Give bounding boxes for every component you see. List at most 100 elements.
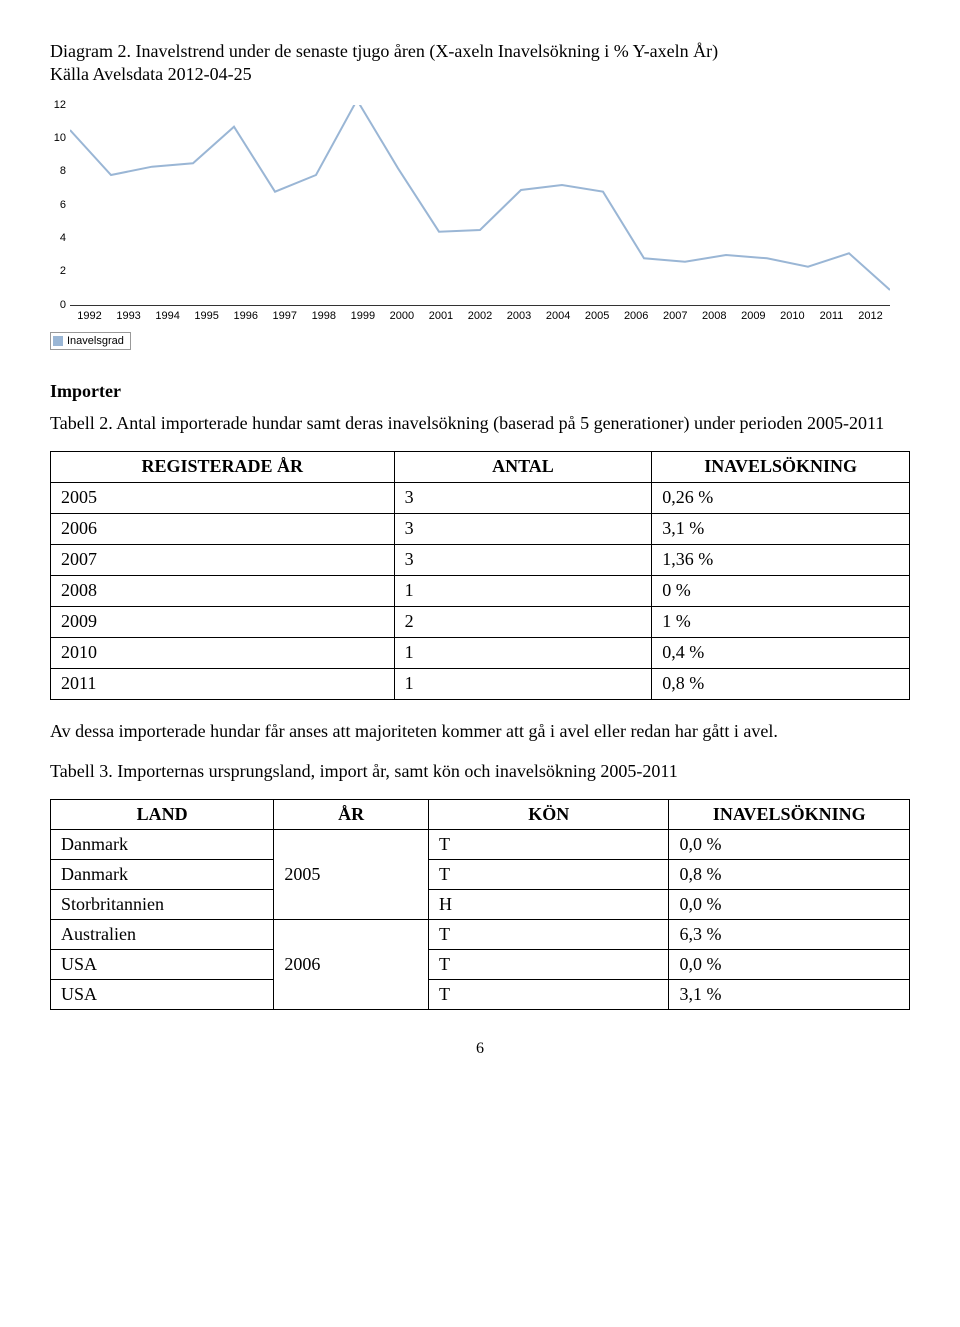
x-tick-label: 2012 (851, 310, 890, 322)
x-tick-label: 1999 (343, 310, 382, 322)
table-cell: T (428, 979, 669, 1009)
legend-swatch (53, 336, 63, 346)
x-tick-label: 1996 (226, 310, 265, 322)
table-cell: 0,4 % (652, 638, 910, 669)
table-cell: 0,0 % (669, 949, 910, 979)
para-after-t2: Av dessa importerade hundar får anses at… (50, 720, 910, 743)
table-cell: 2010 (51, 638, 395, 669)
x-tick-label: 2009 (734, 310, 773, 322)
table-cell: 2006 (51, 514, 395, 545)
table-cell: USA (51, 949, 274, 979)
table-cell: 2007 (51, 545, 395, 576)
table-cell: 2 (394, 607, 652, 638)
importer-heading: Importer (50, 381, 910, 402)
y-tick-label: 4 (60, 232, 66, 244)
x-tick-label: 1992 (70, 310, 109, 322)
table-cell: 2008 (51, 576, 395, 607)
table-row: 201010,4 % (51, 638, 910, 669)
x-tick-label: 1993 (109, 310, 148, 322)
table-cell: 0,0 % (669, 889, 910, 919)
table-row: Storbritannien H0,0 % (51, 889, 910, 919)
th-kon: KÖN (428, 799, 669, 829)
page-number: 6 (50, 1040, 910, 1058)
x-tick-label: 2011 (812, 310, 851, 322)
table-cell: 2005 (51, 483, 395, 514)
tabell3-caption: Tabell 3. Importernas ursprungsland, imp… (50, 760, 910, 783)
table-cell: 0,26 % (652, 483, 910, 514)
x-tick-label: 2002 (460, 310, 499, 322)
table-cell: 3 (394, 545, 652, 576)
table-cell: USA (51, 979, 274, 1009)
y-tick-label: 0 (60, 299, 66, 311)
chart-legend: Inavelsgrad (50, 332, 131, 350)
x-tick-label: 2005 (578, 310, 617, 322)
diagram2-caption-line1: Diagram 2. Inavelstrend under de senaste… (50, 41, 718, 61)
x-tick-label: 2000 (382, 310, 421, 322)
th-inavelsokning: INAVELSÖKNING (652, 452, 910, 483)
table-row: 200810 % (51, 576, 910, 607)
x-tick-label: 2001 (421, 310, 460, 322)
table-cell: 6,3 % (669, 919, 910, 949)
table-row: Danmark T0,8 % (51, 859, 910, 889)
table-row: 201110,8 % (51, 669, 910, 700)
x-tick-label: 2006 (617, 310, 656, 322)
th-land: LAND (51, 799, 274, 829)
table-row: 200633,1 % (51, 514, 910, 545)
table-cell: H (428, 889, 669, 919)
x-tick-label: 2010 (773, 310, 812, 322)
table-row: 200921 % (51, 607, 910, 638)
table-cell: 1,36 % (652, 545, 910, 576)
table-cell: Storbritannien (51, 889, 274, 919)
diagram2-caption-line2: Källa Avelsdata 2012-04-25 (50, 64, 252, 84)
th-antal: ANTAL (394, 452, 652, 483)
th-registerade-ar: REGISTERADE ÅR (51, 452, 395, 483)
table-cell: T (428, 919, 669, 949)
table-header-row: LAND ÅR KÖN INAVELSÖKNING (51, 799, 910, 829)
legend-label: Inavelsgrad (67, 335, 124, 347)
tabell2: REGISTERADE ÅR ANTAL INAVELSÖKNING 20053… (50, 451, 910, 700)
table-cell: 1 (394, 576, 652, 607)
table-cell: 0,8 % (669, 859, 910, 889)
y-tick-label: 10 (54, 132, 66, 144)
x-tick-label: 1995 (187, 310, 226, 322)
tabell3: LAND ÅR KÖN INAVELSÖKNING Danmark2005T0,… (50, 799, 910, 1010)
tabell2-caption: Tabell 2. Antal importerade hundar samt … (50, 412, 910, 435)
inavelstrend-chart: 024681012 199219931994199519961997199819… (50, 105, 890, 351)
table-cell: 2006 (274, 919, 429, 1009)
x-tick-label: 1994 (148, 310, 187, 322)
table-cell: 1 (394, 638, 652, 669)
x-tick-label: 1997 (265, 310, 304, 322)
table-cell: 0,0 % (669, 829, 910, 859)
table-cell: T (428, 829, 669, 859)
x-tick-label: 2007 (656, 310, 695, 322)
table-cell: 1 % (652, 607, 910, 638)
table-row: 200731,36 % (51, 545, 910, 576)
table-row: 200530,26 % (51, 483, 910, 514)
table-header-row: REGISTERADE ÅR ANTAL INAVELSÖKNING (51, 452, 910, 483)
table-cell: 3 (394, 483, 652, 514)
table-cell: 3,1 % (652, 514, 910, 545)
y-tick-label: 12 (54, 99, 66, 111)
table-cell: T (428, 949, 669, 979)
y-tick-label: 2 (60, 265, 66, 277)
table-row: Australien2006T6,3 % (51, 919, 910, 949)
chart-line (70, 105, 890, 290)
y-tick-label: 8 (60, 165, 66, 177)
table-cell: Danmark (51, 859, 274, 889)
table-cell: T (428, 859, 669, 889)
table-cell: 0,8 % (652, 669, 910, 700)
th-ar: ÅR (274, 799, 429, 829)
th-ina: INAVELSÖKNING (669, 799, 910, 829)
x-tick-label: 1998 (304, 310, 343, 322)
x-tick-label: 2003 (500, 310, 539, 322)
y-tick-label: 6 (60, 199, 66, 211)
table-cell: 3 (394, 514, 652, 545)
diagram2-caption: Diagram 2. Inavelstrend under de senaste… (50, 40, 910, 87)
table-row: USA T3,1 % (51, 979, 910, 1009)
table-cell: 0 % (652, 576, 910, 607)
table-cell: 2011 (51, 669, 395, 700)
table-cell: 2005 (274, 829, 429, 919)
table-cell: Danmark (51, 829, 274, 859)
table-cell: 3,1 % (669, 979, 910, 1009)
table-cell: Australien (51, 919, 274, 949)
